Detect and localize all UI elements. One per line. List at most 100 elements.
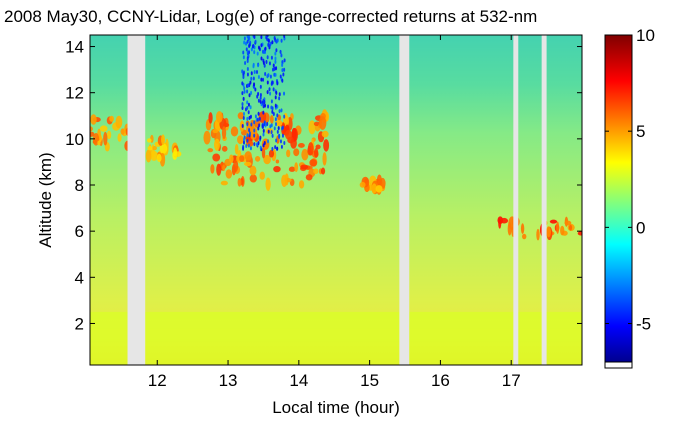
- noise-speck: [253, 35, 256, 39]
- noise-speck: [272, 67, 275, 72]
- cloud-speck: [569, 224, 573, 231]
- noise-speck: [247, 102, 250, 107]
- noise-speck: [247, 35, 250, 39]
- feature-noise: [241, 35, 286, 152]
- cloud-speck: [254, 155, 261, 162]
- noise-speck: [262, 60, 265, 65]
- noise-speck: [242, 116, 245, 121]
- noise-speck: [283, 35, 286, 39]
- cloud-speck: [145, 149, 152, 163]
- noise-speck: [260, 56, 263, 61]
- noise-speck: [241, 123, 244, 128]
- noise-speck: [253, 50, 256, 55]
- noise-speck: [261, 123, 264, 128]
- noise-speck: [253, 120, 256, 125]
- noise-speck: [283, 91, 286, 96]
- cloud-speck: [147, 146, 153, 151]
- noise-speck: [271, 109, 274, 114]
- x-axis: 12 13 14 15 16 17: [148, 35, 521, 390]
- colorbar-tick-label: 0: [636, 218, 645, 237]
- noise-speck: [262, 77, 265, 82]
- noise-speck: [272, 87, 275, 92]
- cloud-speck: [309, 159, 317, 167]
- noise-speck: [274, 95, 277, 100]
- x-tick-label: 12: [148, 371, 167, 390]
- cloud-speck: [321, 130, 329, 138]
- cloud-speck: [275, 119, 283, 127]
- noise-speck: [274, 59, 277, 64]
- noise-speck: [246, 39, 249, 44]
- boundary-layer-band: [90, 311, 582, 365]
- cloud-speck: [109, 115, 114, 122]
- noise-speck: [274, 117, 277, 122]
- noise-speck: [262, 110, 265, 115]
- noise-speck: [260, 35, 263, 40]
- cloud-speck: [225, 169, 233, 179]
- noise-speck: [250, 47, 253, 52]
- noise-speck: [278, 134, 281, 139]
- noise-speck: [281, 125, 284, 130]
- feature-cloud: [359, 174, 386, 195]
- noise-speck: [259, 99, 262, 104]
- data-gap: [541, 35, 547, 365]
- data-gap: [127, 35, 146, 365]
- colorbar-nan-swatch: [604, 361, 633, 369]
- noise-speck: [283, 140, 286, 145]
- cloud-speck: [520, 223, 525, 234]
- cloud-speck: [275, 159, 280, 164]
- cloud-speck: [284, 129, 293, 140]
- noise-speck: [248, 93, 251, 98]
- cloud-speck: [221, 145, 228, 152]
- noise-speck: [246, 116, 249, 121]
- cloud-speck: [244, 161, 252, 167]
- noise-speck: [250, 71, 253, 76]
- noise-speck: [259, 145, 262, 150]
- cloud-speck: [222, 123, 230, 128]
- noise-speck: [254, 39, 257, 44]
- noise-speck: [256, 117, 259, 122]
- noise-speck: [278, 92, 281, 97]
- cloud-speck: [152, 145, 157, 151]
- plot-frame: [89, 34, 583, 366]
- noise-speck: [247, 83, 250, 88]
- noise-speck: [241, 91, 244, 96]
- cloud-speck: [90, 114, 97, 125]
- cloud-speck: [221, 126, 227, 139]
- cloud-speck: [281, 174, 288, 187]
- cloud-speck: [300, 164, 309, 170]
- cloud-speck: [318, 116, 327, 130]
- noise-speck: [241, 81, 244, 86]
- noise-speck: [243, 40, 246, 45]
- noise-speck: [276, 81, 279, 86]
- noise-speck: [260, 43, 263, 48]
- noise-speck: [265, 59, 268, 64]
- noise-speck: [281, 78, 284, 83]
- cloud-speck: [173, 147, 178, 157]
- cloud-speck: [294, 162, 299, 173]
- noise-speck: [271, 106, 274, 111]
- cloud-speck: [90, 126, 93, 132]
- noise-speck: [263, 63, 266, 68]
- noise-speck: [254, 114, 257, 119]
- noise-speck: [259, 93, 262, 98]
- noise-speck: [253, 128, 256, 133]
- noise-speck: [275, 138, 278, 143]
- noise-speck: [253, 82, 256, 87]
- noise-speck: [242, 140, 245, 145]
- noise-speck: [268, 61, 271, 66]
- cloud-speck: [115, 115, 123, 129]
- noise-speck: [281, 133, 284, 138]
- cloud-speck: [234, 144, 239, 155]
- noise-speck: [283, 67, 286, 72]
- noise-speck: [273, 35, 276, 40]
- noise-speck: [243, 86, 246, 91]
- noise-speck: [256, 94, 259, 99]
- cloud-speck: [147, 138, 152, 143]
- x-tick-label: 17: [502, 371, 521, 390]
- noise-speck: [246, 58, 249, 63]
- plot-area: [90, 35, 582, 365]
- cloud-speck: [288, 166, 296, 172]
- x-axis-label: Local time (hour): [272, 398, 400, 417]
- feature-cloud: [203, 109, 330, 191]
- colorbar-gradient: [605, 35, 632, 362]
